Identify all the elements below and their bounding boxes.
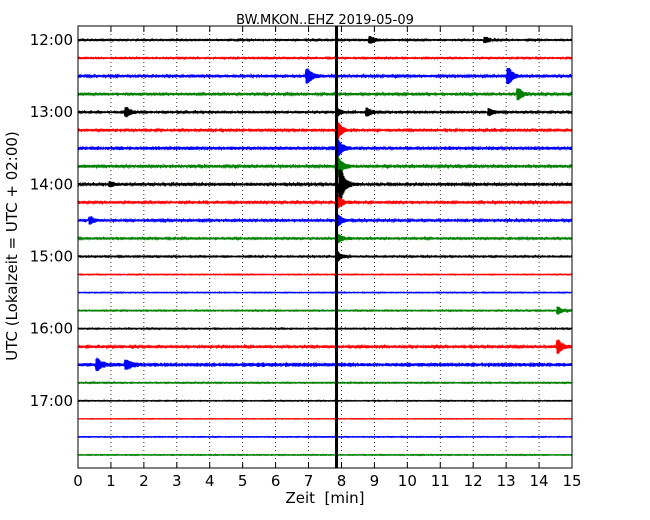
plot-frame <box>77 25 573 469</box>
trace-line <box>77 453 573 457</box>
x-tick-label: 0 <box>73 472 83 490</box>
x-tick-label: 2 <box>139 472 149 490</box>
x-tick-label: 5 <box>238 472 248 490</box>
x-tick-label: 8 <box>337 472 347 490</box>
trace-line <box>77 195 573 210</box>
y-tick-label: 15:00 <box>30 247 73 265</box>
trace-line <box>77 35 573 44</box>
trace-line <box>77 417 573 420</box>
x-tick-label: 4 <box>205 472 215 490</box>
x-tick-label: 1 <box>106 472 116 490</box>
traces <box>77 35 573 457</box>
x-tick-label: 13 <box>497 472 516 490</box>
x-tick-label: 15 <box>562 472 581 490</box>
trace-line <box>77 357 573 372</box>
trace-line <box>77 121 573 141</box>
x-axis-label: Zeit [min] <box>285 489 364 507</box>
y-tick-label: 17:00 <box>30 392 73 410</box>
grid-lines <box>110 26 540 468</box>
x-tick-label: 11 <box>431 472 450 490</box>
trace-line <box>77 291 573 295</box>
x-axis: 0 1 2 3 4 5 6 7 8 9 10 11 12 13 14 15 <box>73 26 582 490</box>
trace-line <box>77 326 573 331</box>
trace-line <box>77 55 573 61</box>
trace-line <box>77 106 573 118</box>
x-tick-label: 14 <box>530 472 549 490</box>
y-axis: 12:00 13:00 14:00 15:00 16:00 17:00 <box>30 31 572 410</box>
trace-line <box>77 250 573 262</box>
trace-line <box>77 154 573 178</box>
x-tick-label: 3 <box>172 472 182 490</box>
y-tick-label: 13:00 <box>30 103 73 121</box>
x-tick-label: 9 <box>370 472 380 490</box>
trace-line <box>77 137 573 158</box>
trace-line <box>77 213 573 228</box>
trace-line <box>77 169 573 201</box>
trace-line <box>77 67 573 85</box>
y-tick-label: 12:00 <box>30 31 73 49</box>
trace-line <box>77 232 573 244</box>
trace-line <box>77 88 573 101</box>
chart-title: BW.MKON..EHZ 2019-05-09 <box>236 13 414 28</box>
x-tick-label: 12 <box>464 472 483 490</box>
x-tick-label: 6 <box>271 472 281 490</box>
trace-line <box>77 338 573 355</box>
trace-line <box>77 435 573 439</box>
trace-line <box>77 380 573 385</box>
y-tick-label: 14:00 <box>30 175 73 193</box>
x-tick-label: 7 <box>304 472 314 490</box>
y-axis-label: UTC (Lokalzeit = UTC + 02:00) <box>3 131 21 361</box>
y-tick-label: 16:00 <box>30 320 73 338</box>
trace-line <box>77 273 573 276</box>
trace-line <box>77 399 573 403</box>
x-tick-label: 10 <box>398 472 417 490</box>
trace-line <box>77 306 573 315</box>
